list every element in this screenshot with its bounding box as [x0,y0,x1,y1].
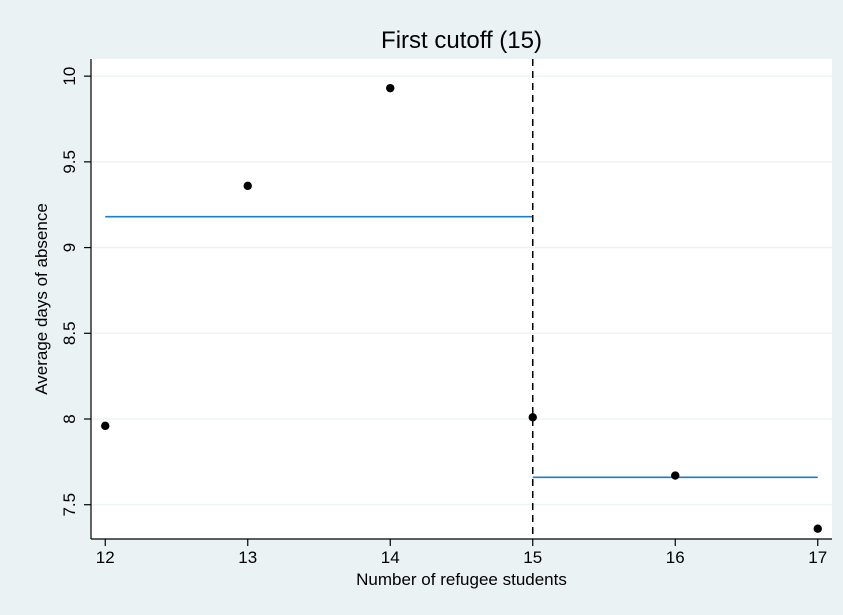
chart-title: First cutoff (15) [381,27,542,54]
y-tick-label: 10 [60,67,79,86]
data-point [243,181,252,191]
y-tick-label: 7.5 [60,493,79,517]
x-tick-label: 13 [238,548,257,567]
data-point [813,524,822,533]
y-axis-label: Average days of absence [32,203,51,395]
x-tick-label: 16 [666,548,685,567]
x-tick-label: 17 [808,548,827,567]
data-point [671,471,680,480]
data-point [101,421,110,431]
plot-area [91,59,832,539]
y-tick-label: 9.5 [60,150,79,174]
y-tick-label: 8.5 [60,321,79,345]
x-tick-label: 15 [523,548,542,567]
y-tick-label: 9 [60,243,79,252]
data-point [528,413,537,422]
x-axis-label: Number of refugee students [356,570,567,589]
y-tick-label: 8 [60,414,79,423]
x-tick-label: 14 [381,548,400,567]
data-point [386,83,395,93]
x-tick-label: 12 [96,548,115,567]
